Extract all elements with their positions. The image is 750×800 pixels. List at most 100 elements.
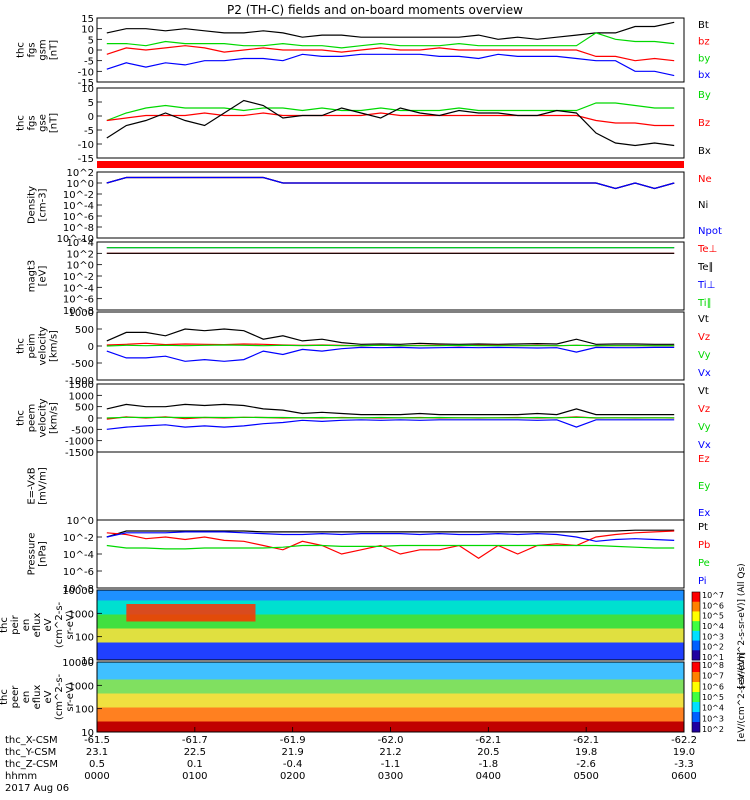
x-tick-label-x: -61.9 bbox=[280, 735, 306, 746]
y-axis-label-line: gse bbox=[38, 114, 49, 132]
colorbar-segment bbox=[692, 592, 700, 603]
panel-frame bbox=[96, 451, 685, 521]
y-axis-label-line: thc bbox=[16, 410, 27, 426]
status-bar bbox=[97, 161, 684, 168]
y-tick-label: 10000 bbox=[62, 658, 94, 669]
y-axis-label-line: thc bbox=[0, 689, 10, 705]
y-tick-label: 1000 bbox=[69, 681, 94, 692]
y-tick-label: 1000 bbox=[69, 308, 94, 319]
legend-Ne: Ne bbox=[698, 174, 712, 185]
y-axis-label: thc peem velocity [km/s] bbox=[16, 398, 60, 437]
y-axis-label-line: thc bbox=[16, 42, 27, 58]
x-tick-label-x: -62.1 bbox=[573, 735, 599, 746]
y-tick-label: 10^-4 bbox=[63, 201, 94, 212]
y-axis-label-line: [eV] bbox=[38, 266, 49, 287]
colorbar-tick-label: 10^7 bbox=[702, 672, 724, 681]
series-Pi bbox=[106, 531, 675, 542]
y-tick-label: -5 bbox=[84, 126, 94, 137]
y-axis-label-line: (cm^2-s- bbox=[54, 673, 65, 720]
legend-bz: bz bbox=[698, 37, 710, 48]
colorbar-segment bbox=[692, 621, 700, 632]
colorbar-segment bbox=[692, 630, 700, 642]
x-tick-label-y: 19.8 bbox=[575, 747, 597, 758]
y-axis-label-line: fgs bbox=[27, 115, 38, 130]
legend-Vt: Vt bbox=[698, 314, 709, 325]
spectrogram-band bbox=[97, 590, 684, 601]
y-axis-label-line: Density bbox=[27, 186, 38, 224]
y-tick-label: 10 bbox=[81, 25, 94, 36]
colorbar-tick-label: 10^4 bbox=[702, 704, 724, 713]
colorbar-tick-label: 10^2 bbox=[702, 643, 724, 652]
x-tick-label-x: -62.0 bbox=[378, 735, 404, 746]
x-row-label: thc_X-CSM bbox=[5, 735, 58, 746]
colorbar-segment bbox=[692, 662, 700, 673]
y-tick-label: 10^0 bbox=[67, 261, 94, 272]
x-tick-label-y: 21.9 bbox=[282, 747, 304, 758]
y-tick-label: 10^-2 bbox=[63, 190, 94, 201]
series-Bt bbox=[106, 21, 675, 40]
colorbar-tick-label: 10^5 bbox=[702, 612, 724, 621]
y-tick-label: 5 bbox=[88, 35, 94, 46]
y-axis-label-line: en bbox=[21, 619, 32, 632]
ion-colorbar: 10^710^610^510^410^310^210^1 [eV/(cm^2-s-… bbox=[691, 563, 747, 689]
x-tick-label-x: -61.5 bbox=[84, 735, 110, 746]
y-axis-label-line: Pressure bbox=[27, 533, 38, 576]
y-axis-label-line: peir bbox=[10, 614, 21, 634]
y-axis-label-line: velocity bbox=[38, 326, 49, 365]
y-axis-label-line: [mV/m] bbox=[38, 467, 49, 505]
legend-Te⊥: Te⊥ bbox=[697, 244, 717, 255]
y-tick-label: 15 bbox=[81, 14, 94, 25]
legend-Ni: Ni bbox=[698, 200, 708, 211]
colorbar-segment bbox=[692, 611, 700, 622]
x-tick-label-z: 0.1 bbox=[187, 759, 203, 770]
colorbar-segment bbox=[692, 650, 700, 661]
x-tick-label-z: -2.6 bbox=[576, 759, 596, 770]
x-tick-label-hhmm: 0600 bbox=[671, 771, 696, 782]
x-row-label: thc_Z-CSM bbox=[5, 759, 58, 770]
y-axis-label: thc fgs gsm [nT] bbox=[16, 39, 60, 60]
y-axis-label-line: peim bbox=[27, 333, 38, 358]
x-tick-label-y: 23.1 bbox=[86, 747, 108, 758]
y-tick-label: -10 bbox=[78, 140, 94, 151]
legend-Bx: Bx bbox=[698, 146, 711, 157]
y-tick-label: 10^-10 bbox=[57, 234, 94, 245]
y-tick-label: 1000 bbox=[69, 391, 94, 402]
x-tick-label-y: 19.0 bbox=[673, 747, 695, 758]
series-Vy bbox=[106, 416, 675, 419]
legend-Vy: Vy bbox=[698, 350, 711, 361]
y-tick-label: 10 bbox=[81, 656, 94, 667]
y-axis-label-line: (cm^2-s- bbox=[54, 601, 65, 648]
series-Npot bbox=[106, 176, 675, 190]
x-tick-label-z: -0.4 bbox=[283, 759, 303, 770]
panel-fgs-gse: 10 5 0 -5 -10 -15 thc fgs gse [nT] By Bz Bx bbox=[16, 84, 711, 165]
panel-density: 10^210^010^-210^-410^-610^-810^-10 Densit… bbox=[27, 168, 722, 245]
legend-by: by bbox=[698, 53, 710, 64]
y-axis-label-line: eV bbox=[43, 618, 54, 631]
legend-bx: bx bbox=[698, 70, 710, 81]
x-tick-label-hhmm: 0000 bbox=[84, 771, 109, 782]
spectrogram-band bbox=[97, 679, 684, 694]
y-axis-label: thc fgs gse [nT] bbox=[16, 113, 60, 133]
y-axis-label-line: [nT] bbox=[49, 40, 60, 60]
y-tick-label: 10^0 bbox=[67, 179, 94, 190]
colorbar-label: [eV/(cm^2-s-sr-eV)] bbox=[737, 652, 747, 742]
y-axis-label-line: velocity bbox=[38, 398, 49, 437]
series-bz bbox=[106, 45, 675, 62]
colorbar-tick-label: 10^4 bbox=[702, 622, 724, 631]
colorbar-segment bbox=[692, 712, 700, 723]
series-Vy bbox=[106, 344, 675, 347]
ion-energy-flux-peak bbox=[126, 604, 256, 622]
panel-frame bbox=[96, 171, 685, 239]
series-Pt bbox=[106, 529, 675, 538]
y-axis-label-line: [nPa] bbox=[38, 541, 49, 567]
y-tick-label: 0 bbox=[88, 342, 94, 353]
y-axis-label-line: en bbox=[21, 691, 32, 704]
y-axis-label-line: peer bbox=[10, 685, 21, 709]
panel-temperature: 10^410^210^010^-210^-410^-610^-8 magt3 [eV… bbox=[27, 238, 718, 317]
colorbar-segment bbox=[692, 702, 700, 713]
y-axis-label: thc peir en eflux eV (cm^2-s-sr-eV) bbox=[0, 601, 76, 648]
x-tick-label-hhmm: 0300 bbox=[378, 771, 403, 782]
x-row-label: hhmm bbox=[5, 771, 37, 782]
x-tick-label-hhmm: 0200 bbox=[280, 771, 305, 782]
y-tick-label: 10^2 bbox=[67, 168, 94, 179]
